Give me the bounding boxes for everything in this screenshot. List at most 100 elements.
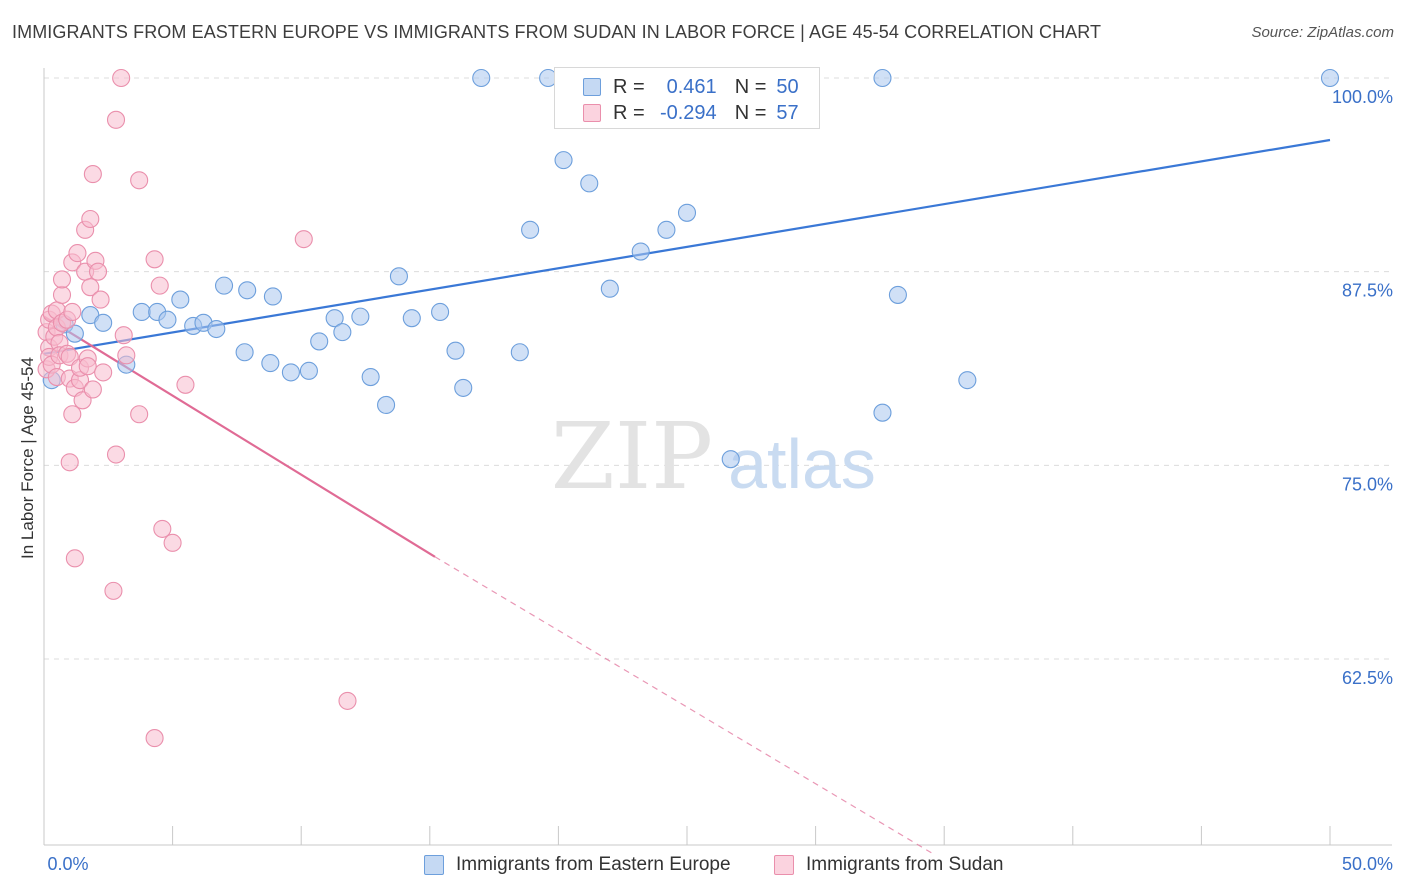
watermark: ZIP atlas — [551, 403, 876, 510]
data-point — [81, 209, 100, 229]
data-point — [81, 278, 100, 297]
series-swatch-sudan — [774, 855, 794, 875]
data-point — [176, 375, 195, 394]
data-point — [112, 68, 131, 88]
data-point — [299, 361, 318, 380]
data-point — [310, 332, 329, 351]
data-point — [472, 68, 491, 88]
data-point — [52, 270, 72, 289]
data-point — [91, 290, 110, 309]
y-tick-label: 100.0% — [1332, 87, 1393, 107]
grid-lines — [44, 77, 1392, 660]
data-point — [281, 363, 300, 382]
data-point — [214, 276, 234, 295]
data-point — [325, 309, 344, 328]
data-point — [431, 302, 450, 322]
data-point — [958, 371, 977, 390]
data-point — [873, 403, 892, 422]
series-swatch-eastern-europe — [424, 855, 444, 875]
data-point — [163, 533, 182, 552]
data-point — [631, 242, 650, 261]
data-point — [60, 453, 79, 472]
legend-row-eastern-europe: R = 0.461 N = 50 — [613, 74, 799, 100]
data-point — [94, 313, 113, 332]
stats-legend: R = 0.461 N = 50 R = -0.294 N = 57 — [554, 67, 820, 129]
series-legend-sudan: Immigrants from Sudan — [774, 852, 1003, 878]
data-point — [171, 290, 190, 309]
data-point — [68, 244, 87, 263]
source-label: Source: ZipAtlas.com — [1251, 24, 1394, 41]
legend-r-value: 0.461 — [666, 75, 717, 98]
data-point — [361, 368, 380, 387]
data-point — [873, 68, 892, 88]
data-point — [338, 691, 357, 710]
legend-swatch-sudan — [583, 104, 601, 122]
y-tick-label: 87.5% — [1342, 281, 1393, 301]
data-point — [521, 220, 540, 239]
data-point — [94, 363, 113, 382]
data-point — [351, 307, 370, 326]
data-point — [402, 309, 421, 328]
tick-labels: 62.5% 75.0% 87.5% 100.0% 0.0% 50.0% — [47, 87, 1393, 874]
data-point — [235, 343, 254, 362]
points-sudan — [37, 68, 357, 748]
data-point — [78, 357, 97, 376]
data-point — [132, 302, 151, 322]
series-legend-eastern-europe: Immigrants from Eastern Europe — [424, 852, 731, 878]
data-point — [600, 279, 619, 298]
chart-title: IMMIGRANTS FROM EASTERN EUROPE VS IMMIGR… — [12, 22, 1102, 42]
data-point — [446, 341, 465, 360]
data-point — [580, 174, 599, 193]
data-point — [888, 285, 907, 304]
data-point — [130, 171, 149, 190]
data-point — [114, 326, 133, 345]
data-point — [117, 346, 136, 365]
data-point — [261, 354, 280, 373]
legend-r-label: R = — [613, 101, 645, 124]
data-point — [454, 378, 473, 397]
series-name-eastern-europe: Immigrants from Eastern Europe — [456, 854, 731, 875]
data-point — [677, 203, 697, 222]
axes — [43, 68, 1392, 846]
data-point — [153, 519, 172, 538]
data-point — [63, 302, 82, 322]
legend-r-label: R = — [613, 75, 645, 98]
legend-n-value: 50 — [776, 75, 799, 98]
data-point — [554, 151, 573, 170]
data-point — [263, 287, 282, 306]
watermark-atlas: atlas — [728, 425, 876, 503]
data-point — [150, 276, 169, 295]
data-point — [63, 405, 82, 424]
trend-line-eastern-europe — [43, 138, 1331, 355]
x-tick-label: 50.0% — [1342, 854, 1393, 874]
data-point — [83, 380, 102, 399]
data-point — [721, 450, 740, 469]
watermark-zip: ZIP — [551, 403, 713, 510]
legend-n-value: 57 — [776, 101, 799, 124]
data-point — [52, 285, 72, 304]
y-tick-label: 75.0% — [1342, 474, 1393, 494]
y-axis-label: In Labor Force | Age 45-54 — [18, 357, 37, 559]
data-point — [333, 323, 352, 342]
trend-line-sudan — [43, 315, 436, 558]
series-name-sudan: Immigrants from Sudan — [806, 854, 1004, 875]
legend-n-label: N = — [734, 75, 767, 98]
data-point — [294, 230, 313, 249]
legend-n-label: N = — [734, 101, 767, 124]
trend-lines — [43, 138, 1331, 854]
legend-row-sudan: R = -0.294 N = 57 — [613, 100, 799, 126]
data-point — [106, 445, 126, 464]
data-point — [88, 262, 108, 281]
data-point — [65, 324, 84, 343]
data-point — [389, 267, 408, 286]
data-point — [83, 165, 102, 184]
data-point — [145, 729, 164, 748]
data-point — [657, 220, 676, 239]
data-point — [104, 581, 123, 600]
data-point — [377, 395, 396, 414]
data-point — [130, 405, 149, 424]
data-point — [1320, 68, 1340, 88]
data-point — [145, 250, 164, 269]
data-point — [65, 549, 84, 568]
